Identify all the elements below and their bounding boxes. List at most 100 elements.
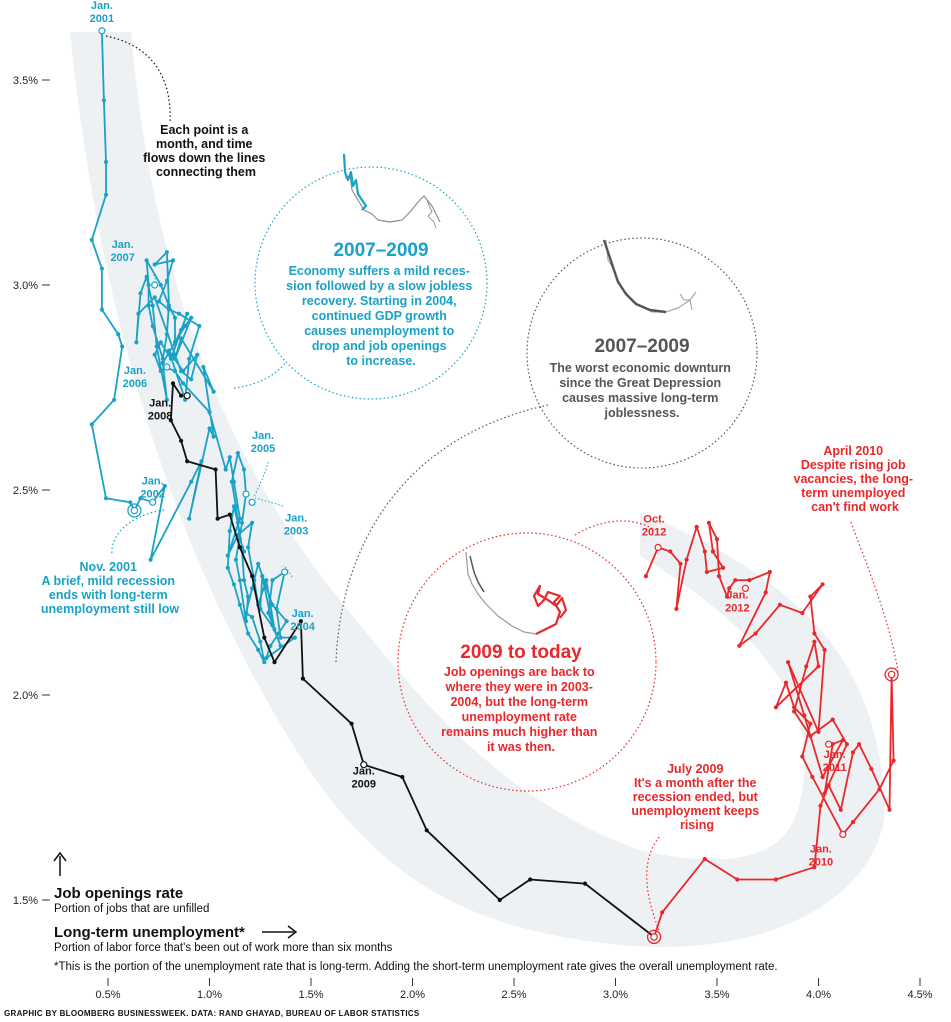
data-point — [250, 615, 255, 620]
series-line-2009-2012 — [645, 521, 895, 938]
label-marker-jan-2010 — [839, 830, 847, 839]
data-point — [112, 397, 117, 402]
data-point — [840, 738, 846, 743]
data-point — [783, 680, 789, 685]
data-point — [278, 635, 283, 640]
data-point — [225, 565, 230, 571]
x-tick-label: 4.5% — [907, 989, 932, 1001]
april2010-note: April 2010 Despite rising job vacancies,… — [794, 444, 917, 514]
data-point — [89, 422, 94, 427]
x-tick-label: 4.0% — [806, 989, 831, 1001]
x-axis-subtitle: Portion of labor force that's been out o… — [54, 942, 393, 954]
data-point — [753, 631, 758, 636]
data-point — [207, 410, 212, 415]
data-point — [138, 496, 143, 501]
data-point — [270, 623, 275, 628]
data-point — [812, 639, 817, 644]
nov-2001-marker — [127, 503, 142, 518]
data-point — [116, 332, 121, 337]
data-point — [233, 557, 238, 562]
data-point — [250, 520, 255, 525]
label-jan-2010: Jan. 2010 — [809, 843, 833, 868]
data-point — [227, 455, 232, 460]
label-jan-2008: Jan. 2008 — [148, 398, 172, 423]
label-jan-2004: Jan. 2004 — [290, 608, 315, 633]
data-point — [877, 787, 882, 792]
data-point — [185, 459, 190, 464]
data-point — [816, 664, 821, 669]
data-point — [838, 807, 843, 812]
data-point — [229, 479, 234, 484]
data-point — [808, 733, 813, 739]
data-point — [891, 758, 896, 763]
data-point — [792, 705, 797, 710]
data-point — [237, 516, 242, 521]
data-point — [213, 467, 218, 472]
data-point — [812, 631, 817, 636]
label-marker-jan-2011 — [825, 740, 833, 748]
data-point — [276, 631, 281, 636]
data-point — [189, 315, 194, 320]
data-point — [227, 528, 232, 534]
data-point — [822, 647, 827, 653]
data-point — [820, 582, 825, 587]
data-point — [747, 578, 752, 583]
data-point — [146, 282, 151, 288]
data-point — [243, 610, 249, 616]
data-point — [735, 877, 740, 882]
label-marker-oct-2012 — [654, 543, 662, 552]
data-point — [272, 660, 277, 665]
label-marker-jan-2002 — [149, 498, 157, 506]
label-jan-2007: Jan. 2007 — [110, 239, 134, 264]
label-marker-jan-2003 — [248, 498, 256, 506]
data-point — [99, 307, 104, 312]
data-point — [716, 574, 722, 579]
red-callout-title: 2009 to today — [460, 642, 582, 663]
data-point — [400, 774, 405, 780]
label-marker-jan-2006 — [163, 363, 171, 371]
data-point — [158, 369, 163, 374]
data-point — [702, 549, 707, 554]
data-point — [128, 500, 133, 505]
data-point — [150, 323, 155, 329]
data-point — [179, 336, 184, 341]
data-point — [233, 504, 238, 509]
y-tick-label: 3.0% — [13, 280, 38, 292]
data-point — [802, 713, 807, 718]
data-point — [704, 569, 710, 575]
gray-callout-title: 2007–2009 — [594, 336, 689, 357]
data-point — [99, 266, 104, 271]
data-point — [201, 364, 206, 370]
data-point — [674, 606, 679, 612]
data-point — [134, 340, 139, 345]
blue-callout-title: 2007–2009 — [333, 240, 428, 261]
x-tick-label: 3.5% — [704, 989, 729, 1001]
label-oct-2012: Oct. 2012 — [642, 513, 666, 538]
leader-lines — [105, 35, 899, 931]
data-point — [773, 877, 779, 882]
blue-callout-text: Economy suffers a mild reces- sion follo… — [286, 264, 476, 368]
data-point — [256, 561, 261, 566]
data-point — [694, 524, 699, 530]
data-point — [166, 307, 171, 312]
label-jan-2009: Jan. 2009 — [352, 766, 376, 791]
label-jan-2005: Jan. 2005 — [251, 430, 275, 455]
data-point — [298, 619, 303, 624]
y-axis-title: Job openings rate — [54, 885, 183, 902]
data-point — [179, 438, 184, 443]
data-point — [792, 709, 797, 714]
x-tick-label: 3.0% — [603, 989, 628, 1001]
data-point — [424, 828, 429, 833]
data-point — [199, 459, 204, 464]
data-point — [266, 610, 271, 616]
y-axis-arrow — [53, 851, 67, 876]
series-line-2007-2009 — [169, 382, 655, 938]
data-point — [300, 676, 305, 681]
data-point — [800, 610, 805, 616]
data-point — [215, 516, 220, 521]
data-point — [225, 553, 230, 558]
data-point — [172, 315, 178, 320]
data-point — [195, 352, 200, 357]
data-point — [786, 660, 791, 665]
data-point — [152, 352, 157, 357]
